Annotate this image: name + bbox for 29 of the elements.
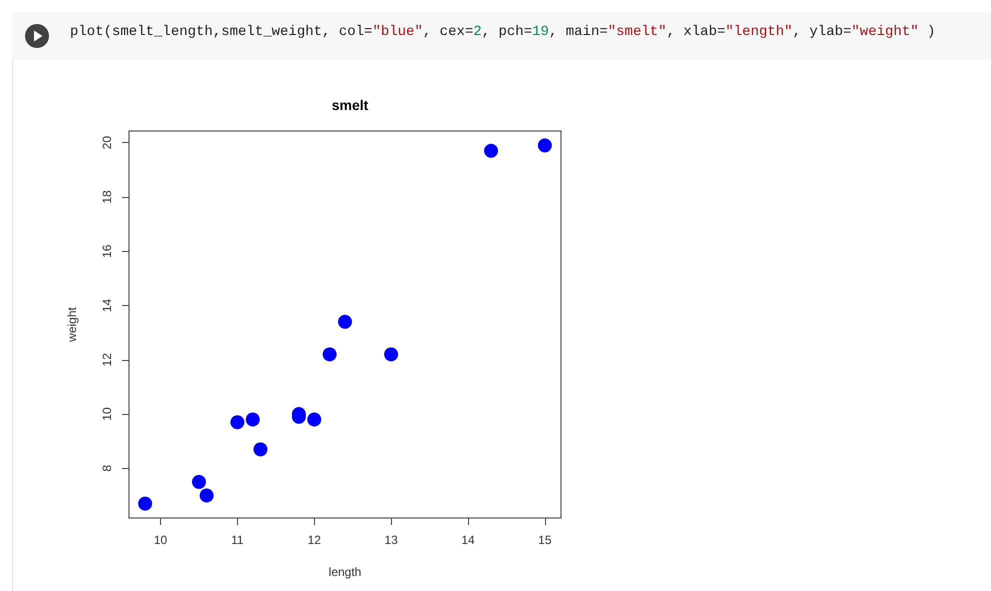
y-tick-label: 10 xyxy=(100,407,114,421)
x-tick-label: 11 xyxy=(231,533,244,547)
point xyxy=(322,347,337,362)
point xyxy=(246,412,260,426)
point xyxy=(138,496,152,511)
text: plot(smelt_length,smelt_weight, col="blue", cex=2, pch=19, main="smelt", xlab="length", ylab="weight" ) xyxy=(70,24,936,40)
y-tick-label: 8 xyxy=(100,464,114,472)
x-axis-title: length xyxy=(328,565,362,579)
point xyxy=(384,347,398,362)
y-tick-label: 16 xyxy=(100,244,114,258)
point xyxy=(338,314,352,329)
y-axis-title: weight xyxy=(65,306,79,343)
point xyxy=(253,442,268,456)
y-tick-label: 18 xyxy=(100,190,114,204)
y-tick-label: 12 xyxy=(100,352,114,366)
point xyxy=(200,488,214,502)
x-tick-label: 14 xyxy=(461,533,475,547)
x-tick-label: 13 xyxy=(384,533,398,547)
point xyxy=(538,138,552,152)
point xyxy=(307,412,322,426)
x-tick-label: 10 xyxy=(154,533,168,547)
point xyxy=(484,144,498,158)
chart-title: smelt xyxy=(332,97,369,113)
point xyxy=(230,415,244,430)
x-tick-label: 15 xyxy=(538,533,552,547)
x-tick-label: 12 xyxy=(308,533,322,547)
y-tick-label: 20 xyxy=(100,136,114,150)
point xyxy=(192,474,206,489)
y-tick-label: 14 xyxy=(100,298,114,312)
